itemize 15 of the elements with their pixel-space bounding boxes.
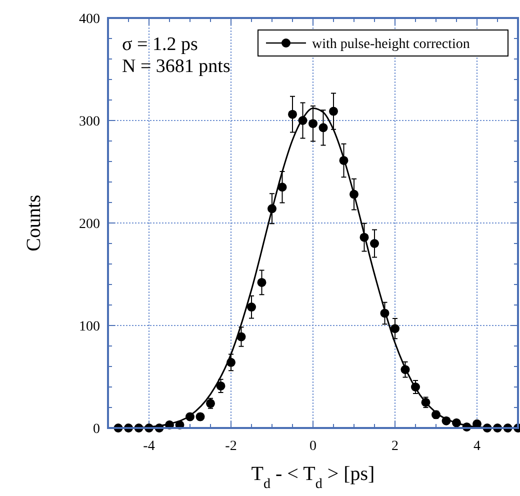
x-tick-label: 4 (474, 439, 480, 454)
y-axis-title: Counts (23, 194, 45, 252)
legend-label: with pulse-height correction (312, 37, 470, 52)
x-axis-title: T$_{d}$ - < T$_{d}$ > [ps] (251, 463, 375, 492)
y-tick-label: 300 (79, 114, 100, 130)
annotation: σ = 1.2 ps (122, 34, 198, 55)
x-tick-label: -4 (143, 439, 155, 454)
y-tick-label: 100 (79, 320, 100, 334)
x-tick-label: 0 (310, 439, 316, 454)
y-tick-label: 200 (79, 217, 100, 232)
y-tick-label: 0 (93, 422, 100, 437)
y-tick-label: 400 (79, 12, 100, 27)
annotation: N = 3681 pnts (122, 56, 230, 77)
x-tick-label: 2 (392, 439, 398, 454)
x-tick-label: -2 (225, 439, 237, 454)
